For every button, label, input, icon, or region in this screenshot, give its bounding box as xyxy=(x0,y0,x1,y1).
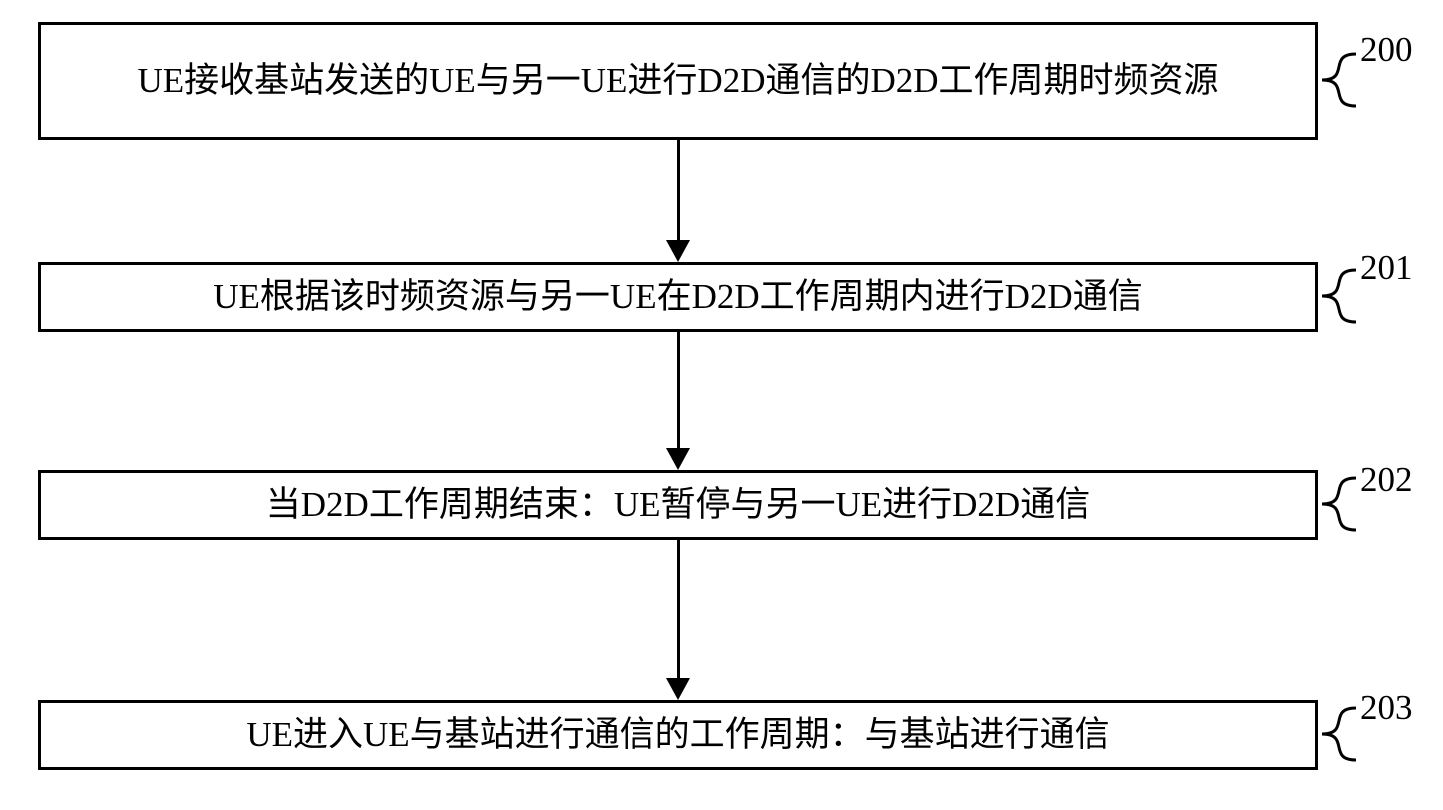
arrow-step200-to-step201 xyxy=(677,140,680,240)
step-label-200: 200 xyxy=(1360,30,1413,70)
flow-step-text: UE根据该时频资源与另一UE在D2D工作周期内进行D2D通信 xyxy=(213,273,1142,320)
arrow-head-icon xyxy=(666,678,690,700)
step-label-202: 202 xyxy=(1360,460,1413,500)
flow-step-text: UE接收基站发送的UE与另一UE进行D2D通信的D2D工作周期时频资源 xyxy=(137,57,1218,104)
step-label-201: 201 xyxy=(1360,248,1413,288)
flow-step-step200: UE接收基站发送的UE与另一UE进行D2D通信的D2D工作周期时频资源 xyxy=(38,22,1318,140)
flow-step-text: UE进入UE与基站进行通信的工作周期：与基站进行通信 xyxy=(246,711,1109,758)
flow-step-step203: UE进入UE与基站进行通信的工作周期：与基站进行通信 xyxy=(38,700,1318,770)
step-label-203: 203 xyxy=(1360,688,1413,728)
flowchart-canvas: UE接收基站发送的UE与另一UE进行D2D通信的D2D工作周期时频资源 200 UE… xyxy=(0,0,1443,810)
arrow-step201-to-step202 xyxy=(677,332,680,448)
flow-step-text: 当D2D工作周期结束：UE暂停与另一UE进行D2D通信 xyxy=(266,481,1090,528)
arrow-step202-to-step203 xyxy=(677,540,680,678)
flow-step-step201: UE根据该时频资源与另一UE在D2D工作周期内进行D2D通信 xyxy=(38,262,1318,332)
arrow-head-icon xyxy=(666,240,690,262)
arrow-head-icon xyxy=(666,448,690,470)
flow-step-step202: 当D2D工作周期结束：UE暂停与另一UE进行D2D通信 xyxy=(38,470,1318,540)
